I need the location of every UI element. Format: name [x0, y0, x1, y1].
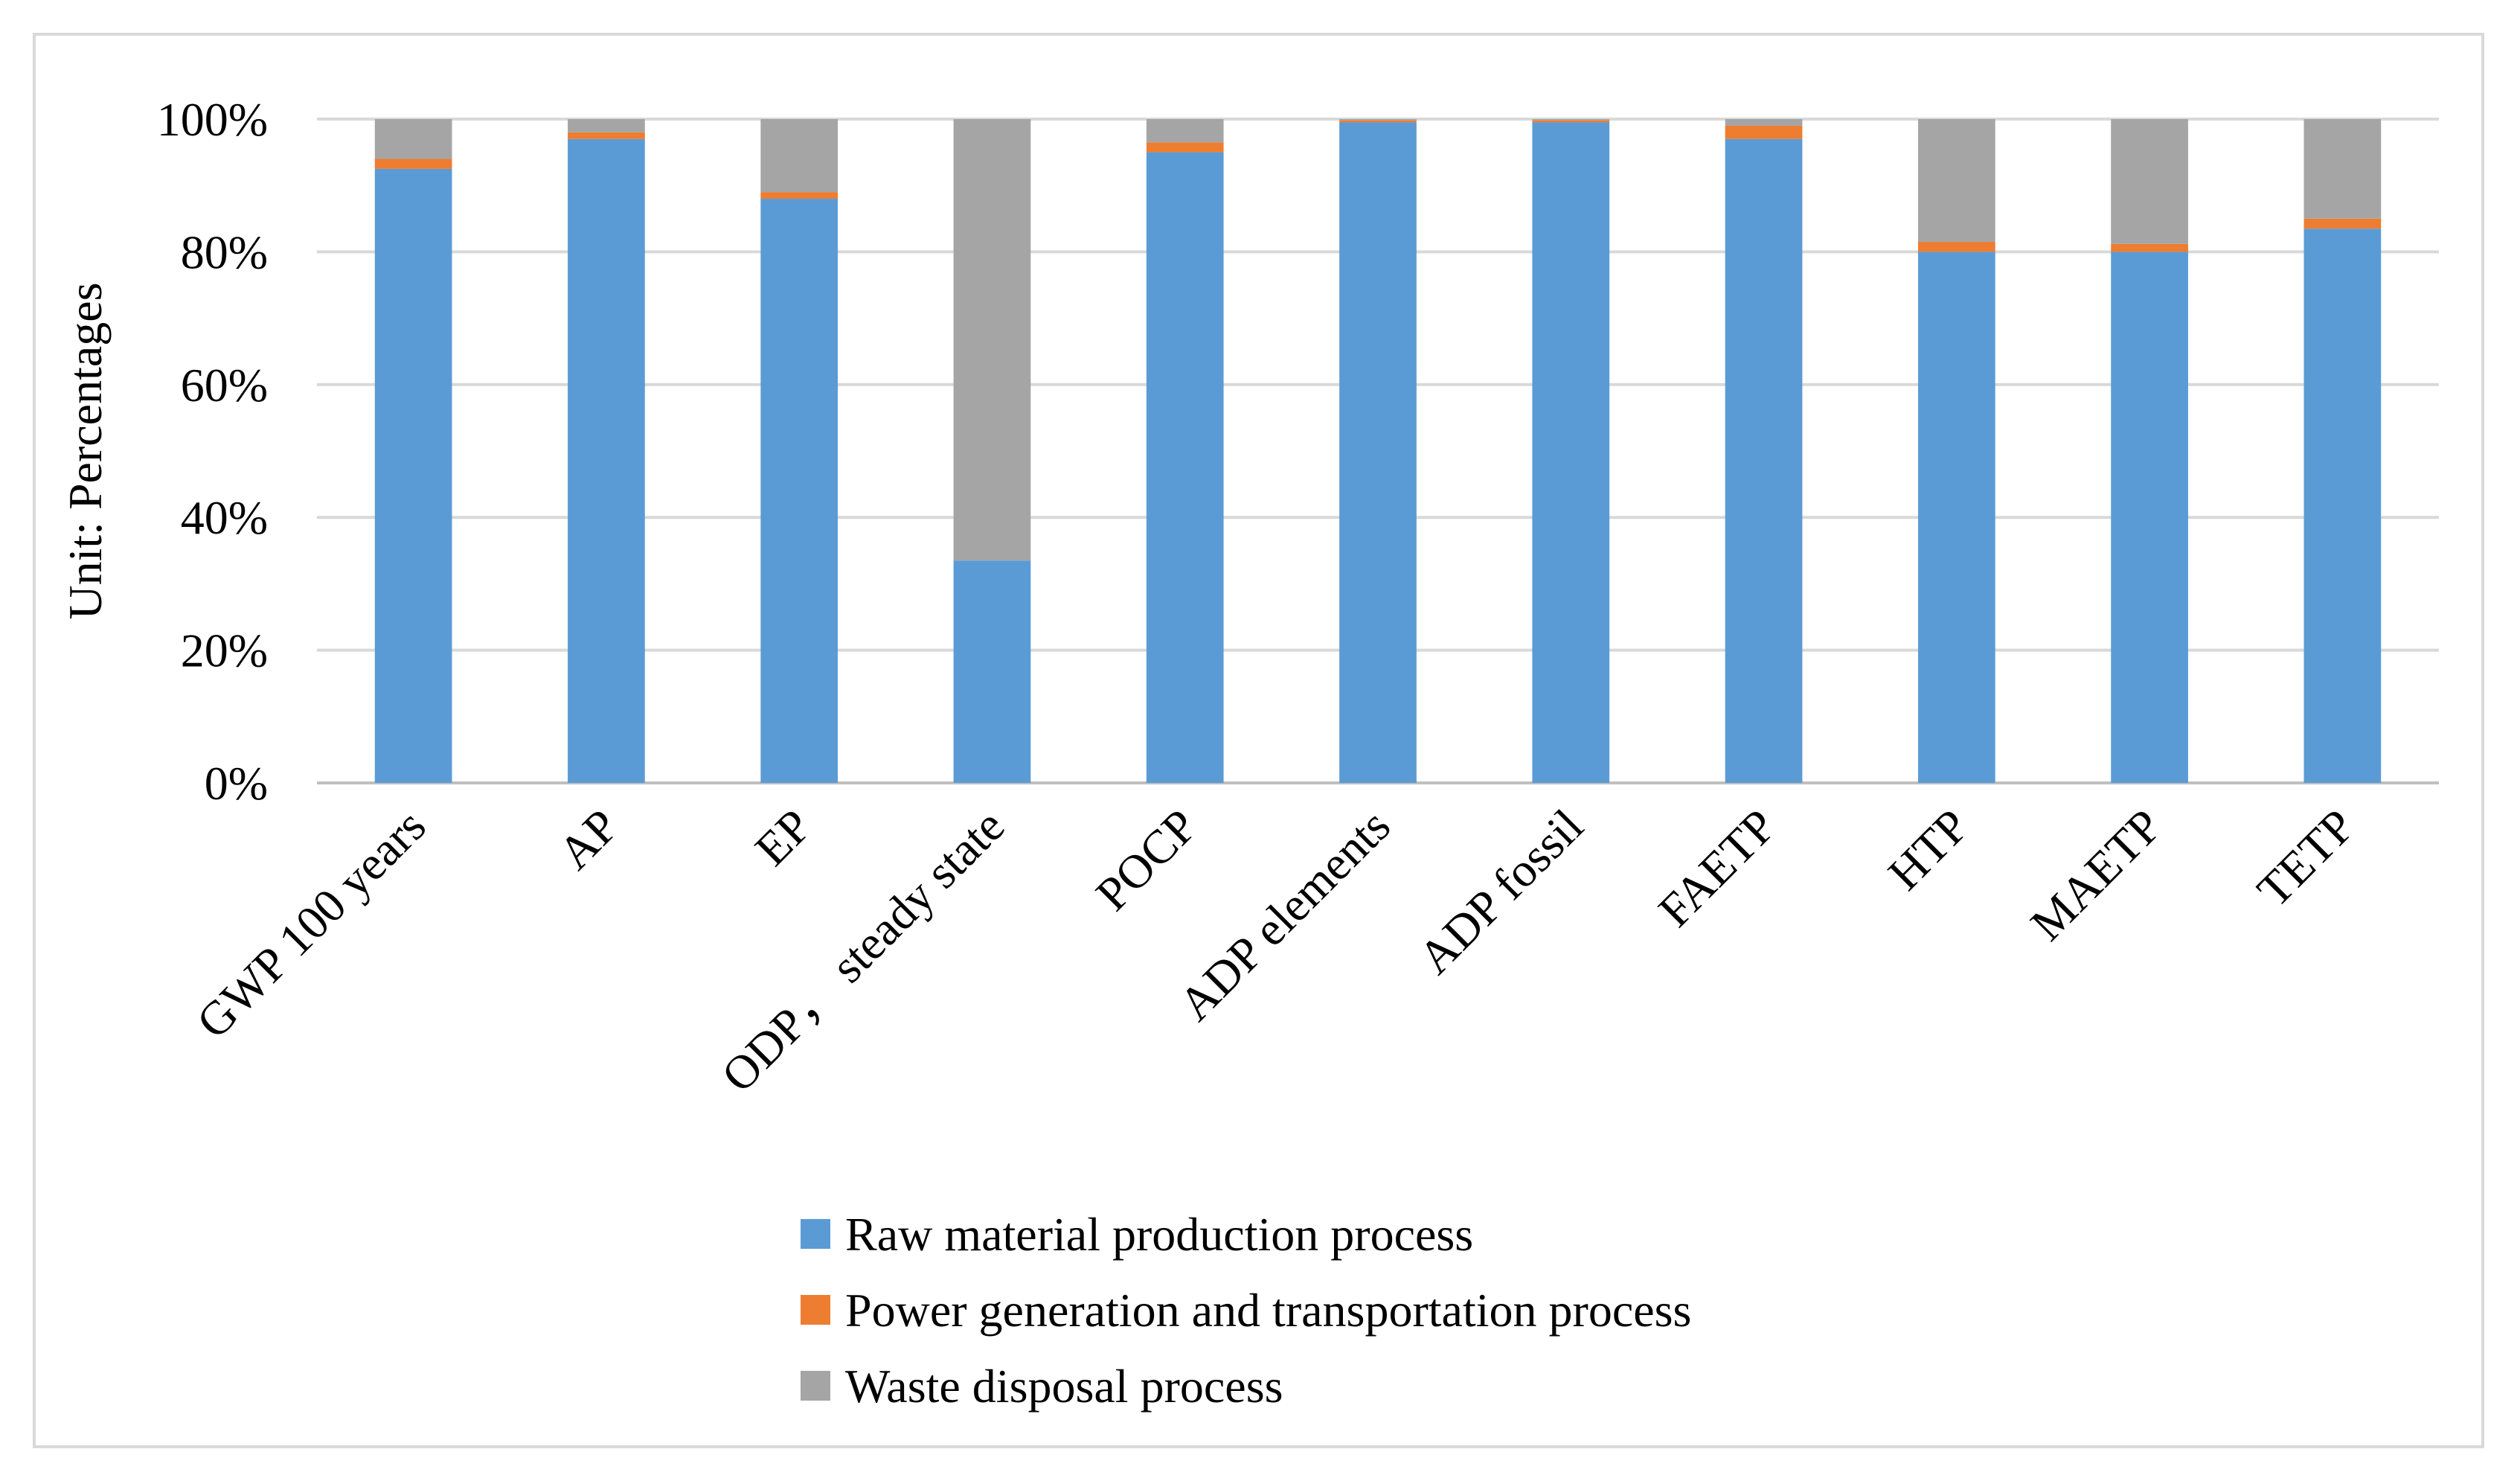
bar-segment-1-6	[1339, 122, 1417, 784]
legend-swatch	[801, 1295, 830, 1325]
x-tick-label: HTP	[1878, 799, 1979, 901]
bar-segment-3-8	[1725, 119, 1803, 126]
bar-segment-1-10	[2111, 252, 2188, 783]
x-tick-label: ADP fossil	[1408, 799, 1593, 984]
bar-segment-2-5	[1146, 142, 1224, 153]
bar-segment-3-11	[2303, 119, 2382, 219]
bar-segment-3-9	[1917, 119, 1995, 243]
x-tick-label: GWP 100 years	[186, 799, 435, 1049]
bar-segment-2-6	[1339, 120, 1417, 123]
bar-segment-3-2	[568, 119, 645, 132]
bar-segment-2-8	[1725, 125, 1803, 139]
stacked-bar-chart: Unit: Percentages 0% 20% 40% 60% 80% 100% GWP …	[59, 93, 2439, 1413]
bar-segment-2-10	[2111, 243, 2188, 252]
y-tick-label: 20%	[181, 624, 268, 677]
bar-segment-3-6	[1339, 119, 1417, 121]
bar-segment-1-1	[374, 168, 452, 783]
bar-segment-2-2	[568, 132, 645, 139]
legend-swatch	[801, 1219, 830, 1249]
x-tick-label: POCP	[1086, 799, 1207, 921]
legend-label: Waste disposal process	[845, 1360, 1283, 1413]
legend-label: Raw material production process	[845, 1208, 1473, 1261]
bar-segment-1-7	[1532, 122, 1610, 784]
bar-segment-3-3	[760, 119, 839, 193]
legend-label: Power generation and transportation proc…	[845, 1284, 1691, 1337]
legend-swatch	[801, 1371, 830, 1401]
bar-segment-2-11	[2303, 218, 2382, 229]
bar-segment-1-11	[2303, 228, 2382, 783]
x-tick-label: EP	[745, 799, 821, 876]
y-tick-label: 80%	[181, 225, 268, 278]
bar-segment-2-7	[1532, 120, 1610, 123]
y-tick-label: 0%	[205, 757, 268, 810]
bar-segment-1-5	[1146, 152, 1224, 784]
x-tick-label: TETP	[2247, 799, 2364, 917]
bar-segment-3-7	[1532, 119, 1610, 121]
bar-segment-1-9	[1917, 252, 1995, 783]
bar-segment-1-8	[1725, 138, 1803, 783]
bar-segment-1-3	[760, 199, 839, 783]
bar-segment-3-10	[2111, 119, 2188, 244]
bars	[374, 119, 2382, 784]
x-tick-label: MAETP	[2020, 799, 2172, 951]
bar-segment-2-3	[760, 192, 839, 199]
y-tick-label: 100%	[157, 93, 268, 146]
x-tick-label: AP	[548, 799, 629, 880]
bar-segment-1-4	[953, 560, 1031, 783]
bar-segment-3-4	[953, 119, 1031, 561]
x-tick-label: FAETP	[1648, 799, 1786, 937]
bar-segment-3-1	[374, 119, 452, 159]
y-tick-label: 60%	[181, 359, 268, 412]
y-axis-label: Unit: Percentages	[59, 282, 112, 619]
legend: Raw material production process Power gen…	[801, 1208, 1691, 1413]
bar-segment-2-1	[374, 159, 452, 169]
bar-segment-3-5	[1146, 119, 1224, 143]
bar-segment-1-2	[568, 138, 645, 783]
bar-segment-2-9	[1917, 242, 1995, 252]
chart-frame: Unit: Percentages 0% 20% 40% 60% 80% 100% GWP …	[33, 33, 2484, 1448]
y-tick-label: 40%	[181, 491, 268, 544]
